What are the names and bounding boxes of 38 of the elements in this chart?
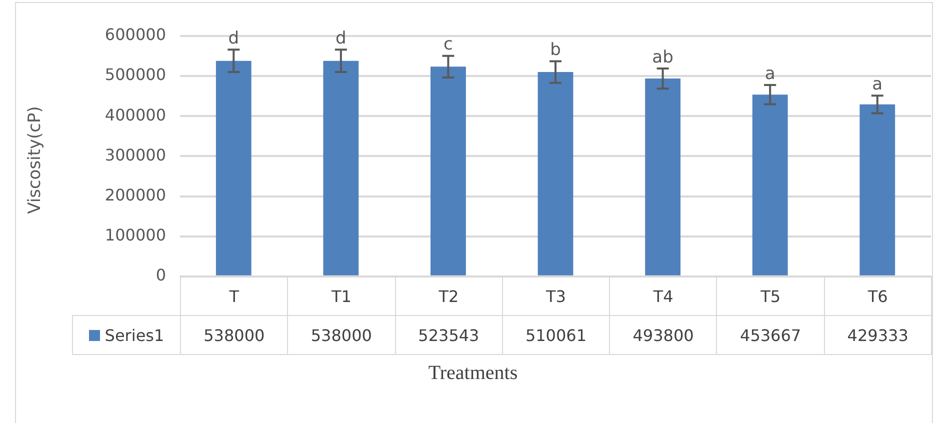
data-label: 453667 (716, 315, 825, 356)
y-tick-label: 200000 (104, 185, 166, 204)
bar (645, 78, 680, 276)
bar (216, 60, 252, 276)
legend-label: Series1 (104, 326, 164, 345)
y-tick-label: 300000 (104, 145, 166, 164)
bar (752, 94, 788, 276)
data-label: 538000 (180, 315, 288, 356)
y-tick-label: 100000 (104, 225, 166, 244)
data-label: 510061 (502, 315, 610, 356)
data-label: 523543 (394, 315, 503, 356)
data-label: 538000 (287, 315, 396, 356)
y-tick-label: 500000 (104, 65, 166, 84)
bar (323, 60, 359, 276)
x-axis-title: Treatments (427, 362, 519, 385)
y-tick-label: 400000 (104, 105, 166, 124)
annotation: c (444, 34, 453, 55)
y-tick-label: 600000 (104, 25, 166, 44)
x-tick-label: T2 (394, 276, 503, 316)
x-tick-label: T6 (824, 276, 932, 316)
data-label: 493800 (609, 315, 718, 356)
y-axis-title: Viscosity(cP) (25, 106, 45, 214)
data-label: 429333 (824, 315, 932, 356)
annotation: a (872, 74, 883, 94)
x-tick-label: T1 (287, 276, 396, 316)
y-tick-label: 0 (156, 266, 166, 285)
annotation: ab (652, 47, 674, 68)
x-tick-label: T (180, 276, 288, 316)
annotation: d (336, 28, 346, 49)
bar (860, 104, 896, 276)
x-tick-label: T4 (609, 276, 718, 316)
annotation: a (764, 64, 776, 84)
x-tick-label: T3 (502, 276, 610, 316)
bar (430, 66, 466, 276)
annotation: d (228, 28, 240, 49)
bar (538, 72, 574, 276)
x-tick-label: T5 (716, 276, 825, 316)
annotation: b (550, 40, 561, 60)
